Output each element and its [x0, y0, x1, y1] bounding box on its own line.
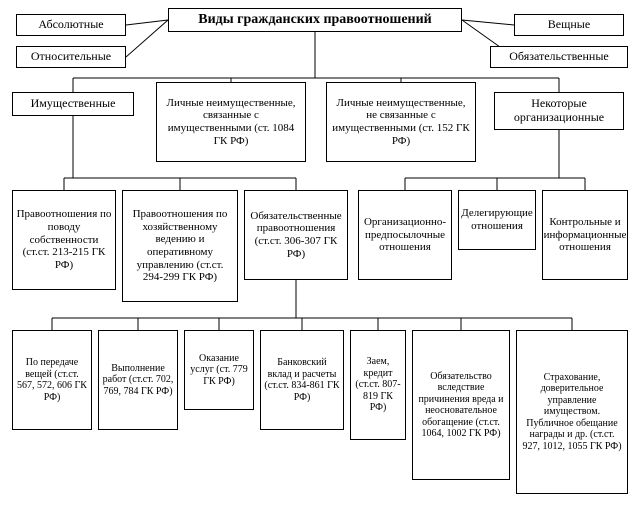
node-r2d: Некоторые организационные	[494, 92, 624, 130]
node-absolute: Абсолютные	[16, 14, 126, 36]
node-r3d: Организационно-предпосылочные отношения	[358, 190, 452, 280]
node-r4c: Оказание услуг (ст. 779 ГК РФ)	[184, 330, 254, 410]
node-r4a: По передаче вещей (ст.ст. 567, 572, 606 …	[12, 330, 92, 430]
node-r3b: Правоотношения по хозяйственному ведению…	[122, 190, 238, 302]
node-r3a: Правоотношения по поводу собственности (…	[12, 190, 116, 290]
connector-line	[126, 20, 168, 57]
node-r4b: Выполнение работ (ст.ст. 702, 769, 784 Г…	[98, 330, 178, 430]
connector-line	[462, 20, 514, 25]
connector-line	[126, 20, 168, 25]
node-oblig: Обязательственные	[490, 46, 628, 68]
node-r4g: Страхование, доверительное управление им…	[516, 330, 628, 494]
node-r3c: Обязательственные правоотношения (ст.ст.…	[244, 190, 348, 280]
node-r2c: Личные неимущественные, не связанные с и…	[326, 82, 476, 162]
node-r3f: Контрольные и информационные отношения	[542, 190, 628, 280]
node-r4d: Банковский вклад и расчеты (ст.ст. 834-8…	[260, 330, 344, 430]
node-r4f: Обязательство вследствие причинения вред…	[412, 330, 510, 480]
node-r2b: Личные неимущественные, связанные с имущ…	[156, 82, 306, 162]
node-relative: Относительные	[16, 46, 126, 68]
node-r4e: Заем, кредит (ст.ст. 807-819 ГК РФ)	[350, 330, 406, 440]
node-title: Виды гражданских правоотношений	[168, 8, 462, 32]
node-real: Вещные	[514, 14, 624, 36]
node-r2a: Имущественные	[12, 92, 134, 116]
node-r3e: Делегирующие отношения	[458, 190, 536, 250]
